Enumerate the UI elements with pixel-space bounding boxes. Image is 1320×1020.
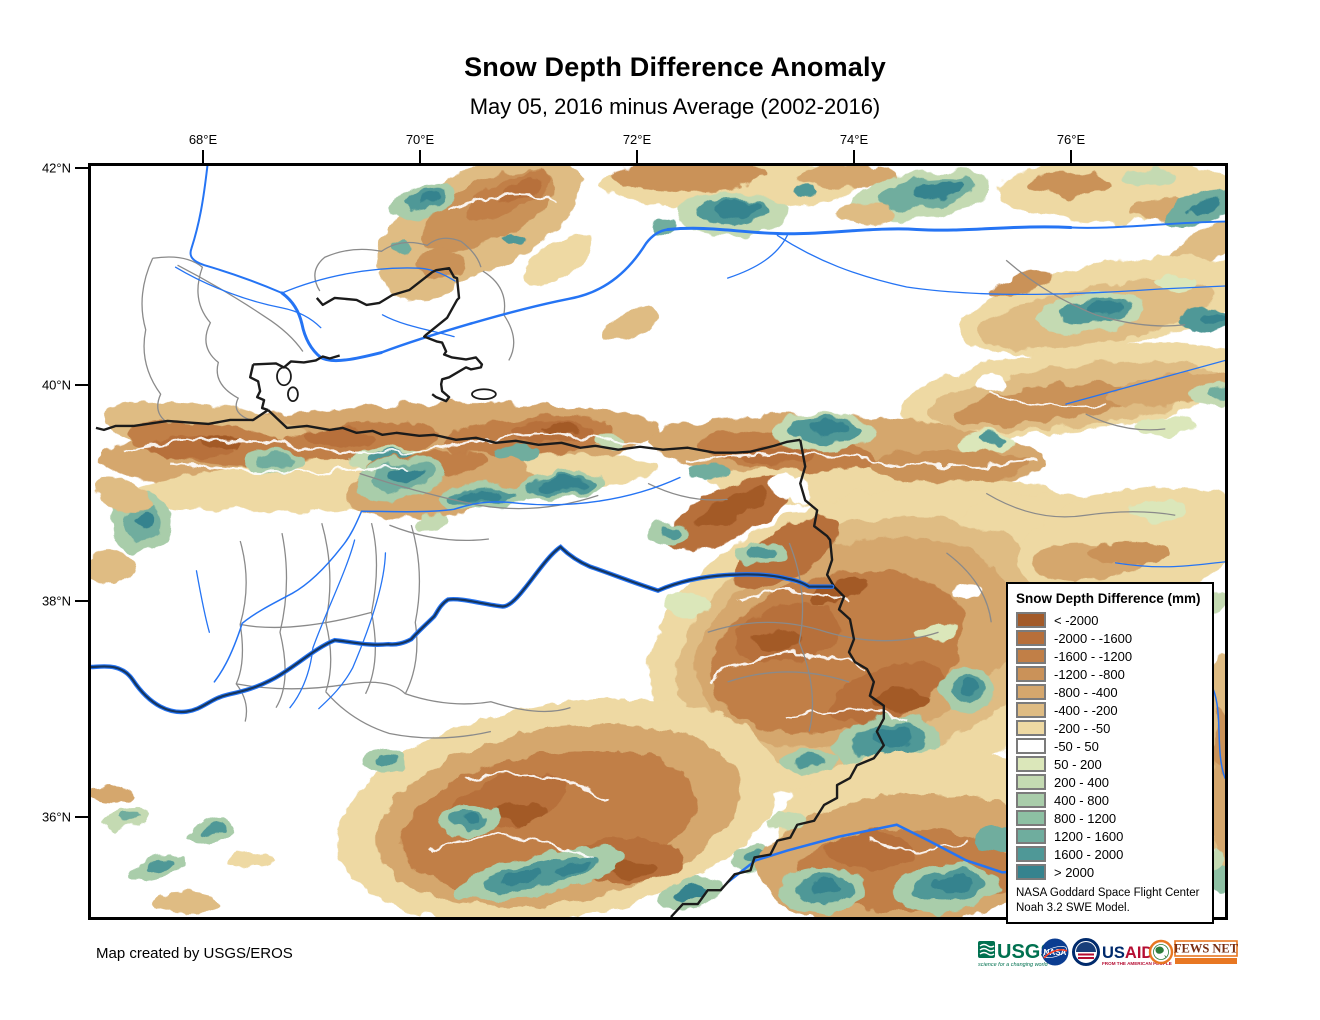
legend-item-label: < -2000: [1054, 612, 1099, 628]
panj-river-border: [91, 544, 835, 715]
nasa-logo: NASA: [1041, 938, 1069, 966]
x-tick-label: 70°E: [405, 132, 435, 147]
page-subtitle: May 05, 2016 minus Average (2002-2016): [469, 94, 881, 119]
usaid-logo: USAID FROM THE AMERICAN PEOPLE: [1072, 938, 1172, 966]
y-tick-label: 40°N: [41, 377, 71, 393]
legend-items: < -2000 -2000 - -1600 -1600 - -1200 -1200 -…: [1016, 611, 1206, 881]
legend-item-label: -1600 - -1200: [1054, 648, 1133, 664]
x-tick-label: 76°E: [1056, 132, 1086, 147]
ridge-lines: [120, 194, 1106, 860]
legend-item-label: -50 - 50: [1054, 738, 1099, 754]
usaid-logo-aid: AID: [1125, 944, 1154, 962]
x-tick-label: 68°E: [188, 132, 218, 147]
legend-item: -200 - -50: [1016, 719, 1206, 737]
legend-item-label: 800 - 1200: [1054, 810, 1117, 826]
legend-item: -800 - -400: [1016, 683, 1206, 701]
legend-item: 200 - 400: [1016, 773, 1206, 791]
usaid-logo-us: US: [1102, 944, 1125, 962]
legend-swatch: [1016, 720, 1046, 736]
legend-item-label: 400 - 800: [1054, 792, 1109, 808]
legend-item-label: 1600 - 2000: [1054, 846, 1124, 862]
title-block: Snow Depth Difference Anomaly May 05, 20…: [15, 52, 1320, 120]
x-tick-mark: [1070, 150, 1072, 163]
x-tick-mark: [636, 150, 638, 163]
legend-item: > 2000: [1016, 863, 1206, 881]
legend-swatch: [1016, 828, 1046, 844]
legend-item-label: 1200 - 1600: [1054, 828, 1124, 844]
legend-swatch: [1016, 612, 1046, 628]
y-tick-label: 38°N: [41, 593, 71, 609]
legend-item: -1600 - -1200: [1016, 647, 1206, 665]
legend-item-label: -200 - -50: [1054, 720, 1111, 736]
legend-item: < -2000: [1016, 611, 1206, 629]
legend-item-label: > 2000: [1054, 864, 1095, 880]
map-canvas: [91, 166, 1225, 917]
x-tick-mark: [202, 150, 204, 163]
legend-item: -2000 - -1600: [1016, 629, 1206, 647]
legend-swatch: [1016, 666, 1046, 682]
legend-credit: NASA Goddard Space Flight Center Noah 3.…: [1016, 886, 1206, 916]
x-tick-label: 74°E: [839, 132, 869, 147]
y-tick-mark: [75, 167, 88, 169]
legend-credit-line2: Noah 3.2 SWE Model.: [1016, 901, 1130, 914]
legend-item: -50 - 50: [1016, 737, 1206, 755]
usgs-logo: USGS science for a changing world: [978, 941, 1054, 968]
legend-title: Snow Depth Difference (mm): [1016, 591, 1201, 606]
legend-item-label: 200 - 400: [1054, 774, 1109, 790]
legend-swatch: [1016, 774, 1046, 790]
legend-swatch: [1016, 846, 1046, 862]
usgs-logo-text: USGS: [997, 941, 1054, 963]
legend-swatch: [1016, 648, 1046, 664]
fewsnet-logo-text: FEWS NET: [1174, 942, 1239, 956]
legend-item-label: -800 - -400: [1054, 684, 1118, 700]
y-tick-mark: [75, 816, 88, 818]
map-frame: 68°E 70°E 72°E 74°E 76°E 42°N 40°N 38°N 36°N: [42, 132, 1228, 924]
legend-item: 50 - 200: [1016, 755, 1206, 773]
y-tick-mark: [75, 600, 88, 602]
legend-item-label: -1200 - -800: [1054, 666, 1125, 682]
nasa-logo-text: NASA: [1044, 948, 1067, 957]
legend-item: 1200 - 1600: [1016, 827, 1206, 845]
usgs-logo-tagline: science for a changing world: [978, 962, 1049, 968]
legend-swatch: [1016, 738, 1046, 754]
legend-swatch: [1016, 810, 1046, 826]
x-tick-mark: [419, 150, 421, 163]
legend-item: 400 - 800: [1016, 791, 1206, 809]
legend-item-label: -2000 - -1600: [1054, 630, 1133, 646]
logo-strip: USGS science for a changing world NASA U…: [975, 936, 1245, 976]
country-borders: [95, 266, 885, 917]
legend-swatch: [1016, 756, 1046, 772]
x-tick-mark: [853, 150, 855, 163]
y-tick-label: 36°N: [41, 809, 71, 825]
basin-boundaries: [141, 237, 1186, 739]
usaid-logo-tagline: FROM THE AMERICAN PEOPLE: [1102, 961, 1172, 966]
legend-swatch: [1016, 684, 1046, 700]
legend-swatch: [1016, 702, 1046, 718]
legend-swatch: [1016, 864, 1046, 880]
legend-item: -400 - -200: [1016, 701, 1206, 719]
legend-swatch: [1016, 792, 1046, 808]
legend-item: 1600 - 2000: [1016, 845, 1206, 863]
legend-item-label: -400 - -200: [1054, 702, 1118, 718]
y-tick-mark: [75, 384, 88, 386]
legend: Snow Depth Difference (mm) < -2000 -2000 …: [1006, 582, 1214, 924]
footer-credit: Map created by USGS/EROS: [96, 945, 293, 962]
x-tick-label: 72°E: [622, 132, 652, 147]
y-tick-label: 42°N: [41, 160, 71, 176]
page-title: Snow Depth Difference Anomaly: [464, 52, 886, 82]
legend-credit-line1: NASA Goddard Space Flight Center: [1016, 887, 1200, 899]
legend-item: -1200 - -800: [1016, 665, 1206, 683]
legend-item: 800 - 1200: [1016, 809, 1206, 827]
rivers-layer: [174, 166, 1225, 884]
legend-swatch: [1016, 630, 1046, 646]
fewsnet-logo: FEWS NET: [1148, 939, 1239, 965]
legend-item-label: 50 - 200: [1054, 756, 1102, 772]
svg-text:USAID: USAID: [1102, 944, 1153, 962]
